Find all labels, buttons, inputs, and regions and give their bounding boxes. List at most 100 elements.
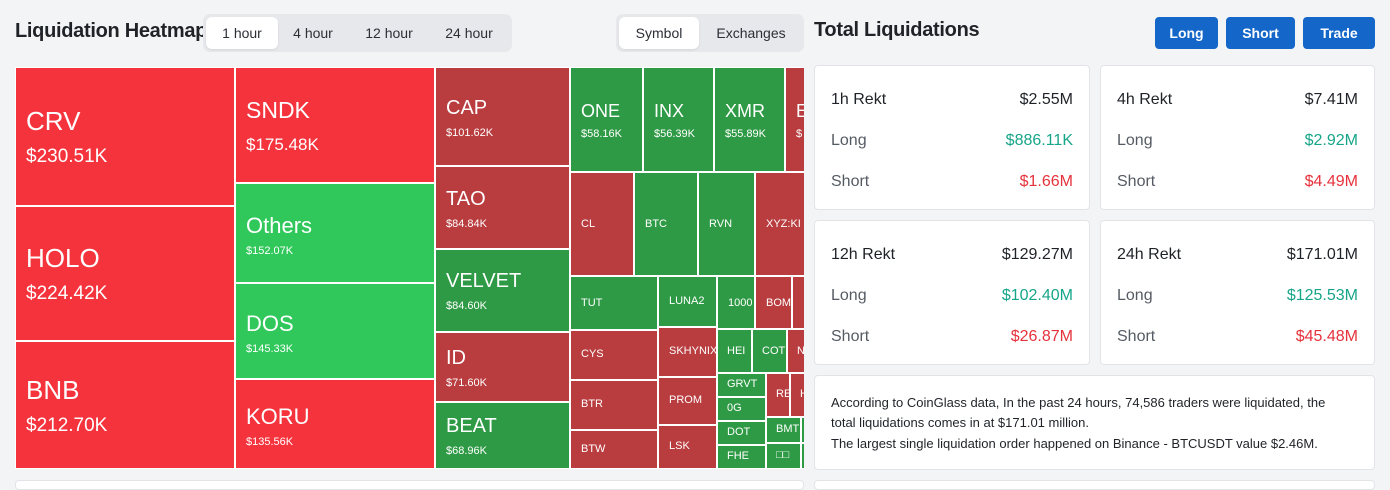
- tile-h[interactable]: H: [790, 373, 804, 417]
- tile-id[interactable]: ID $71.60K: [435, 332, 570, 402]
- rekt-card-4h: 4h Rekt $7.41M Long $2.92M Short $4.49M: [1100, 65, 1375, 210]
- summary-line-1: According to CoinGlass data, In the past…: [831, 395, 1326, 410]
- tile-symbol: BTR: [581, 398, 603, 410]
- tile-dos[interactable]: DOS $145.33K: [235, 283, 435, 379]
- tile-luna2[interactable]: LUNA2: [658, 276, 717, 327]
- short-label: Short: [831, 328, 870, 345]
- tile-bom-b[interactable]: [792, 276, 804, 329]
- tile-symbol: BMT: [776, 423, 800, 435]
- tile-box[interactable]: □□: [766, 443, 801, 469]
- tile-symbol: BOM: [766, 297, 792, 309]
- tile-koru[interactable]: KORU $135.56K: [235, 379, 435, 469]
- tile-value: $58.16K: [581, 128, 622, 140]
- tile-btw[interactable]: BTW: [570, 430, 658, 469]
- tile-beat[interactable]: BEAT $68.96K: [435, 402, 570, 469]
- tile-one[interactable]: ONE $58.16K: [570, 67, 643, 172]
- tile-1000[interactable]: 1000: [717, 276, 755, 329]
- card-title: 24h Rekt: [1117, 246, 1182, 263]
- tile-sndk[interactable]: SNDK $175.48K: [235, 67, 435, 183]
- tile-symbol: TAO: [446, 188, 486, 210]
- long-label: Long: [1117, 287, 1153, 304]
- tile-value: $212.70K: [26, 415, 108, 436]
- tile-xmr[interactable]: XMR $55.89K: [714, 67, 785, 172]
- tile-dot[interactable]: DOT: [717, 421, 766, 445]
- long-label: Long: [1117, 132, 1153, 149]
- short-label: Short: [1117, 328, 1156, 345]
- tile-value: $56.39K: [654, 128, 695, 140]
- card-total: $129.27M: [1001, 246, 1073, 263]
- tile-symbol: SKHYNIX: [669, 345, 717, 357]
- tile-cys[interactable]: CYS: [570, 330, 658, 380]
- tile-small-b[interactable]: [801, 417, 804, 443]
- tile-hei[interactable]: HEI: [717, 329, 752, 373]
- tile-symbol: TUT: [581, 297, 603, 309]
- tile-symbol: BNB: [26, 375, 80, 405]
- tile-prom[interactable]: PROM: [658, 377, 717, 425]
- tile-symbol: Others: [246, 213, 313, 238]
- tile-inx[interactable]: INX $56.39K: [643, 67, 714, 172]
- tile-e[interactable]: E $: [785, 67, 804, 172]
- tile-cot[interactable]: COT: [752, 329, 787, 373]
- tile-bom[interactable]: BOM: [755, 276, 792, 329]
- long-value: $102.40M: [1001, 287, 1073, 304]
- tab-exchanges[interactable]: Exchanges: [716, 25, 786, 41]
- tile-tao[interactable]: TAO $84.84K: [435, 166, 570, 249]
- lower-panel-left: [15, 480, 804, 490]
- tile-symbol: FHE: [727, 450, 749, 462]
- tile-0g[interactable]: 0G: [717, 397, 766, 421]
- short-value: $4.49M: [1304, 173, 1358, 190]
- short-button[interactable]: Short: [1226, 17, 1295, 49]
- tile-value: $230.51K: [26, 146, 108, 167]
- tile-xyz-ki[interactable]: XYZ:KI: [755, 172, 804, 276]
- liquidation-treemap: CRV $230.51K HOLO $224.42K BNB $212.70K …: [15, 67, 804, 469]
- summary-line-3: The largest single liquidation order hap…: [831, 436, 1318, 451]
- long-button[interactable]: Long: [1155, 17, 1218, 49]
- tile-velvet[interactable]: VELVET $84.60K: [435, 249, 570, 332]
- tile-symbol: ONE: [581, 101, 621, 121]
- liquidation-summary: According to CoinGlass data, In the past…: [814, 375, 1375, 470]
- tab-symbol[interactable]: Symbol: [619, 17, 699, 49]
- tile-grvt[interactable]: GRVT: [717, 373, 766, 397]
- tile-rvn[interactable]: RVN: [698, 172, 755, 276]
- tab-4-hour[interactable]: 4 hour: [293, 25, 333, 41]
- tile-holo[interactable]: HOLO $224.42K: [15, 206, 235, 341]
- heatmap-title: Liquidation Heatmap: [15, 20, 208, 42]
- long-value: $886.11K: [1005, 132, 1073, 149]
- tile-symbol: E: [796, 101, 804, 122]
- lower-panel-right: [814, 480, 1375, 490]
- short-label: Short: [1117, 173, 1156, 190]
- tab-1-hour[interactable]: 1 hour: [206, 17, 278, 49]
- tile-n[interactable]: N: [787, 329, 804, 373]
- tile-others[interactable]: Others $152.07K: [235, 183, 435, 283]
- tile-symbol: XYZ:KI: [766, 218, 801, 230]
- group-mode-tabs: Symbol Exchanges: [616, 14, 804, 52]
- tile-crv[interactable]: CRV $230.51K: [15, 67, 235, 206]
- short-value: $1.66M: [1019, 173, 1073, 190]
- tile-lsk[interactable]: LSK: [658, 425, 717, 469]
- tile-symbol: GRVT: [727, 378, 758, 390]
- tile-symbol: RVN: [709, 218, 733, 230]
- tile-symbol: DOS: [246, 311, 294, 336]
- tile-bnb[interactable]: BNB $212.70K: [15, 341, 235, 469]
- long-label: Long: [831, 287, 867, 304]
- tile-cl[interactable]: CL: [570, 172, 634, 276]
- tile-value: $101.62K: [446, 127, 494, 139]
- rekt-card-24h: 24h Rekt $171.01M Long $125.53M Short $45.4…: [1100, 220, 1375, 365]
- tile-tut[interactable]: TUT: [570, 276, 658, 330]
- tile-skhynix[interactable]: SKHYNIX: [658, 327, 717, 377]
- tile-btr[interactable]: BTR: [570, 380, 658, 430]
- tile-small-c[interactable]: [801, 443, 804, 469]
- tile-symbol: ID: [446, 347, 466, 369]
- trade-button[interactable]: Trade: [1303, 17, 1375, 49]
- tile-bmt[interactable]: BMT: [766, 417, 801, 443]
- card-title: 4h Rekt: [1117, 91, 1173, 108]
- tile-cap[interactable]: CAP $101.62K: [435, 67, 570, 166]
- tile-fhe[interactable]: FHE: [717, 445, 766, 469]
- tile-symbol: INX: [654, 101, 685, 121]
- tab-12-hour[interactable]: 12 hour: [365, 25, 413, 41]
- summary-line-2: total liquidations comes in at $171.01 m…: [831, 415, 1089, 430]
- tile-re[interactable]: RE: [766, 373, 790, 417]
- tile-symbol: BTC: [645, 218, 667, 230]
- tab-24-hour[interactable]: 24 hour: [445, 25, 493, 41]
- tile-btc[interactable]: BTC: [634, 172, 698, 276]
